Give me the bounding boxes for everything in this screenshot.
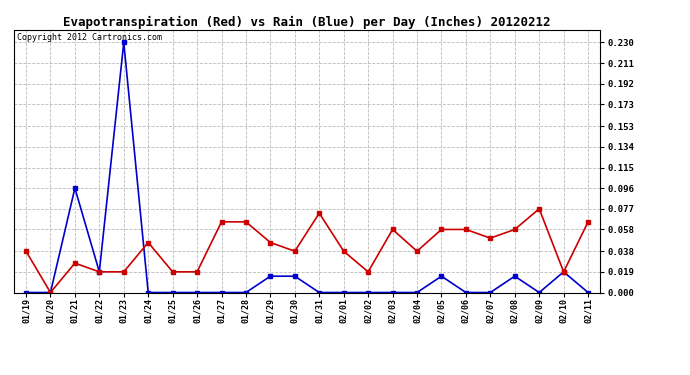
Text: Copyright 2012 Cartronics.com: Copyright 2012 Cartronics.com [17, 33, 161, 42]
Title: Evapotranspiration (Red) vs Rain (Blue) per Day (Inches) 20120212: Evapotranspiration (Red) vs Rain (Blue) … [63, 16, 551, 29]
